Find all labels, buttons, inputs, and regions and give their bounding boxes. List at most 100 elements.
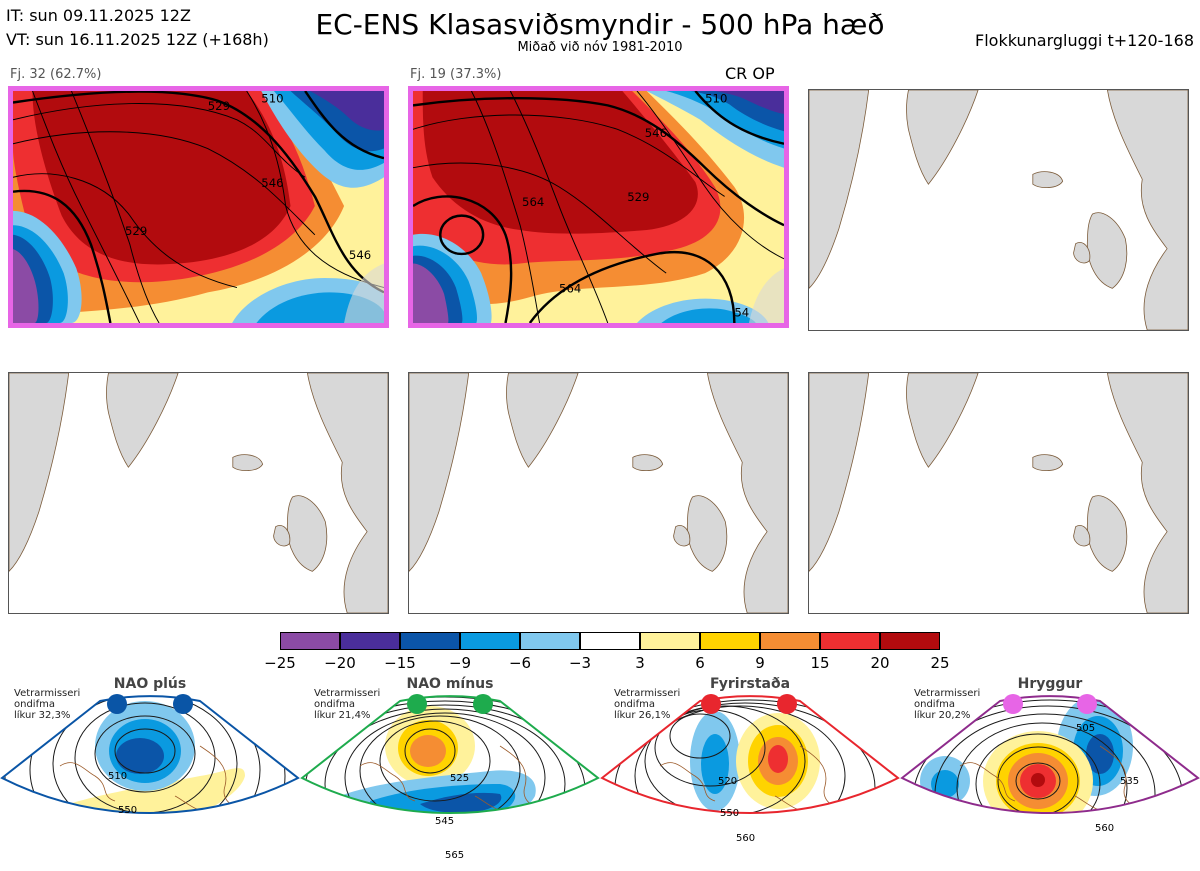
regime-marker-icon [473, 694, 493, 714]
colorbar-tick: 9 [755, 654, 765, 672]
regime-nao-minus[interactable]: 525 545 565 NAO mínus Vetrarmisseri ondi… [300, 676, 600, 871]
contour-label: 529 [627, 190, 649, 204]
regime-stat-line: Vetrarmisseri [914, 688, 981, 699]
coastline-icon [409, 373, 788, 613]
regime-stat-line: ondifma [614, 699, 655, 710]
regime-stat-line: ondifma [314, 699, 355, 710]
regime-marker-icon [777, 694, 797, 714]
colorbar-segment [520, 632, 580, 650]
colorbar-tick: 20 [870, 654, 890, 672]
colorbar-tick: 3 [635, 654, 645, 672]
colorbar-segment [580, 632, 640, 650]
contour-label: 546 [261, 176, 283, 190]
regime-stat-line: Vetrarmisseri [614, 688, 681, 699]
regime-name: NAO mínus [406, 676, 494, 692]
colorbar-segment [760, 632, 820, 650]
colorbar-segment [700, 632, 760, 650]
colorbar-segment [880, 632, 940, 650]
page-title: EC-ENS Klasasviðsmyndir - 500 hPa hæð [315, 8, 885, 41]
cluster-map-1[interactable]: 529 546 546 529 510 [8, 86, 389, 328]
regime-blocking-map: 520 550 560 [600, 694, 900, 844]
regime-name: Fyrirstaða [709, 676, 791, 692]
regime-stat-line: Vetrarmisseri [14, 688, 81, 699]
colorbar-segment [340, 632, 400, 650]
regime-marker-icon [701, 694, 721, 714]
regime-ridge-map: 505 535 560 [900, 694, 1200, 834]
regime-stats: Vetrarmisseri ondifma líkur 32,3% [14, 688, 80, 721]
contour-label: 546 [349, 248, 371, 262]
page-subtitle: Miðað við nóv 1981-2010 [517, 40, 683, 55]
contour-label: 529 [125, 224, 147, 238]
panel-1-label: Fj. 32 (62.7%) [10, 67, 102, 82]
contour-label: 529 [208, 99, 230, 113]
contour-label: 505 [1076, 723, 1095, 734]
regime-marker-icon [107, 694, 127, 714]
regime-marker-icon [173, 694, 193, 714]
regime-nao-minus-map: 525 545 565 [300, 694, 600, 861]
cluster-map-2-field: 529 546 564 564 510 54 [413, 91, 784, 323]
colorbar-tick: −9 [448, 654, 472, 672]
empty-map-6[interactable] [808, 372, 1189, 614]
panel-2-tag: CR OP [725, 64, 775, 83]
valid-time: VT: sun 16.11.2025 12Z (+168h) [6, 30, 269, 49]
contour-label: 546 [645, 126, 667, 140]
contour-label: 510 [261, 92, 283, 106]
colorbar-tick: 25 [930, 654, 950, 672]
contour-label: 564 [559, 281, 581, 295]
regime-nao-plus[interactable]: 510 550 NAO plús Vetrarmisseri ondifma l… [0, 676, 300, 871]
regime-blocking[interactable]: 520 550 560 Fyrirstaða Vetrarmisseri ond… [600, 676, 900, 871]
colorbar-tick: 15 [810, 654, 830, 672]
cluster-map-2[interactable]: 529 546 564 564 510 54 [408, 86, 789, 328]
colorbar-segment [820, 632, 880, 650]
regime-marker-icon [407, 694, 427, 714]
colorbar-tick: −25 [264, 654, 296, 672]
contour-label: 520 [718, 776, 737, 787]
regime-stat-line: líkur 26,1% [614, 710, 671, 721]
regime-ridge[interactable]: 505 535 560 Hryggur Vetrarmisseri ondifm… [900, 676, 1200, 871]
classification-window: Flokkunargluggi t+120-168 [975, 31, 1194, 50]
regime-stat-line: líkur 21,4% [314, 710, 371, 721]
coastline-icon [809, 90, 1188, 330]
regime-marker-icon [1077, 694, 1097, 714]
empty-map-4[interactable] [8, 372, 389, 614]
empty-map-3[interactable] [808, 89, 1189, 331]
contour-label: 525 [450, 773, 469, 784]
regime-name: NAO plús [113, 676, 187, 692]
regime-name: Hryggur [1017, 676, 1083, 692]
empty-map-5[interactable] [408, 372, 789, 614]
contour-label: 54 [734, 305, 749, 319]
colorbar-tick: −15 [384, 654, 416, 672]
regime-stat-line: ondifma [14, 699, 55, 710]
colorbar-tick: −3 [568, 654, 592, 672]
regime-stat-line: Vetrarmisseri [314, 688, 381, 699]
contour-label: 550 [118, 805, 137, 816]
contour-label: 550 [720, 808, 739, 819]
coastline-icon [809, 373, 1188, 613]
regime-stat-line: líkur 32,3% [14, 710, 71, 721]
regime-stats: Vetrarmisseri ondifma líkur 26,1% [614, 688, 680, 721]
initial-time: IT: sun 09.11.2025 12Z [6, 6, 191, 25]
regime-stat-line: ondifma [914, 699, 955, 710]
contour-label: 510 [705, 92, 727, 106]
regime-marker-icon [1003, 694, 1023, 714]
panel-2-label: Fj. 19 (37.3%) [410, 67, 502, 82]
contour-label: 564 [522, 195, 544, 209]
regime-nao-plus-map: 510 550 [0, 694, 300, 816]
colorbar-segment [640, 632, 700, 650]
coastline-icon [9, 373, 388, 613]
contour-label: 535 [1120, 776, 1139, 787]
regime-stats: Vetrarmisseri ondifma líkur 21,4% [314, 688, 380, 721]
colorbar-segment [460, 632, 520, 650]
colorbar-tick: 6 [695, 654, 705, 672]
contour-label: 510 [108, 771, 127, 782]
colorbar-segment [280, 632, 340, 650]
contour-label: 545 [435, 816, 454, 827]
cluster-map-1-field: 529 546 546 529 510 [13, 91, 384, 323]
colorbar-tick: −20 [324, 654, 356, 672]
contour-label: 560 [1095, 823, 1114, 834]
colorbar-tick: −6 [508, 654, 532, 672]
contour-label: 565 [445, 850, 464, 861]
regime-stats: Vetrarmisseri ondifma líkur 20,2% [914, 688, 980, 721]
contour-label: 560 [736, 833, 755, 844]
regime-stat-line: líkur 20,2% [914, 710, 971, 721]
